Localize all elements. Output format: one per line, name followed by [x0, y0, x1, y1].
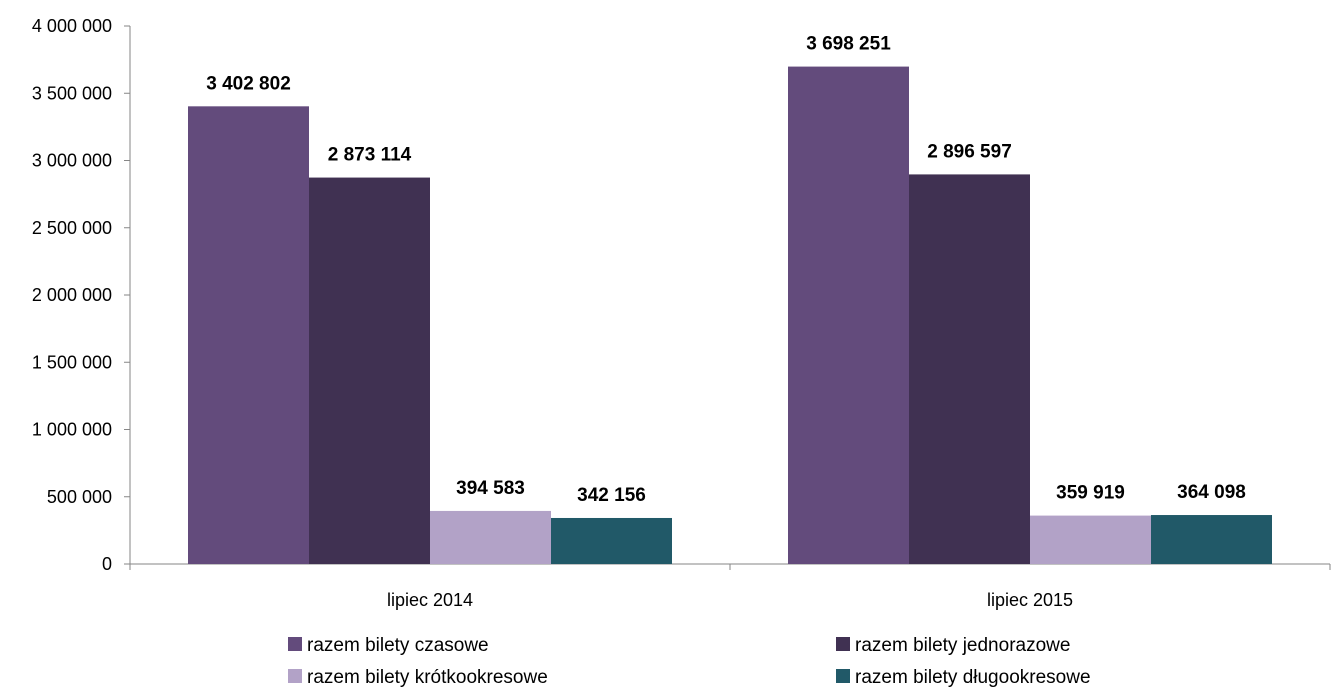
bar-value-label: 342 156: [577, 485, 646, 506]
legend-swatch: [836, 669, 850, 683]
y-axis: 0 500 000 1 000 000 1 500 000 2 000 000 2 500…: [32, 16, 131, 574]
y-tick-label: 4 000 000: [32, 16, 112, 36]
legend-label: razem bilety czasowe: [307, 635, 489, 656]
bar-value-label: 2 873 114: [328, 145, 412, 166]
y-tick-label: 500 000: [47, 487, 112, 507]
legend-swatch: [836, 637, 850, 651]
bar-value-label: 394 583: [456, 478, 525, 499]
bar-value-label: 2 896 597: [927, 141, 1012, 162]
y-tick-label: 1 000 000: [32, 420, 112, 440]
legend: razem bilety czasowe razem bilety jednora…: [288, 635, 1091, 688]
bar: [551, 517, 672, 564]
x-category-label: lipiec 2015: [987, 590, 1073, 610]
legend-label: razem bilety krótkookresowe: [307, 667, 548, 688]
y-tick-label: 0: [102, 554, 112, 574]
legend-swatch: [288, 669, 302, 683]
bar: [430, 510, 551, 564]
legend-label: razem bilety długookresowe: [855, 667, 1091, 688]
legend-swatch: [288, 637, 302, 651]
bar: [309, 177, 430, 564]
bar-value-label: 364 098: [1177, 482, 1246, 503]
x-category-label: lipiec 2014: [387, 590, 473, 610]
bar-value-label: 3 698 251: [806, 34, 891, 55]
bar: [1151, 515, 1272, 564]
x-axis: lipiec 2014 lipiec 2015: [129, 563, 1331, 610]
bar: [1030, 515, 1151, 564]
y-tick-label: 2 000 000: [32, 285, 112, 305]
bar-value-label: 359 919: [1056, 483, 1125, 504]
y-tick-label: 2 500 000: [32, 218, 112, 238]
bar: [909, 174, 1030, 564]
y-tick-label: 3 500 000: [32, 83, 112, 103]
data-labels-group: 3 402 802 2 873 114 394 583 342 156 3 698 25…: [206, 34, 1246, 506]
y-tick-label: 3 000 000: [32, 151, 112, 171]
legend-label: razem bilety jednorazowe: [855, 635, 1070, 656]
bars-group: [188, 66, 1272, 565]
bar-value-label: 3 402 802: [206, 73, 291, 94]
bar: [188, 106, 309, 565]
y-tick-label: 1 500 000: [32, 352, 112, 372]
bar: [788, 66, 909, 565]
